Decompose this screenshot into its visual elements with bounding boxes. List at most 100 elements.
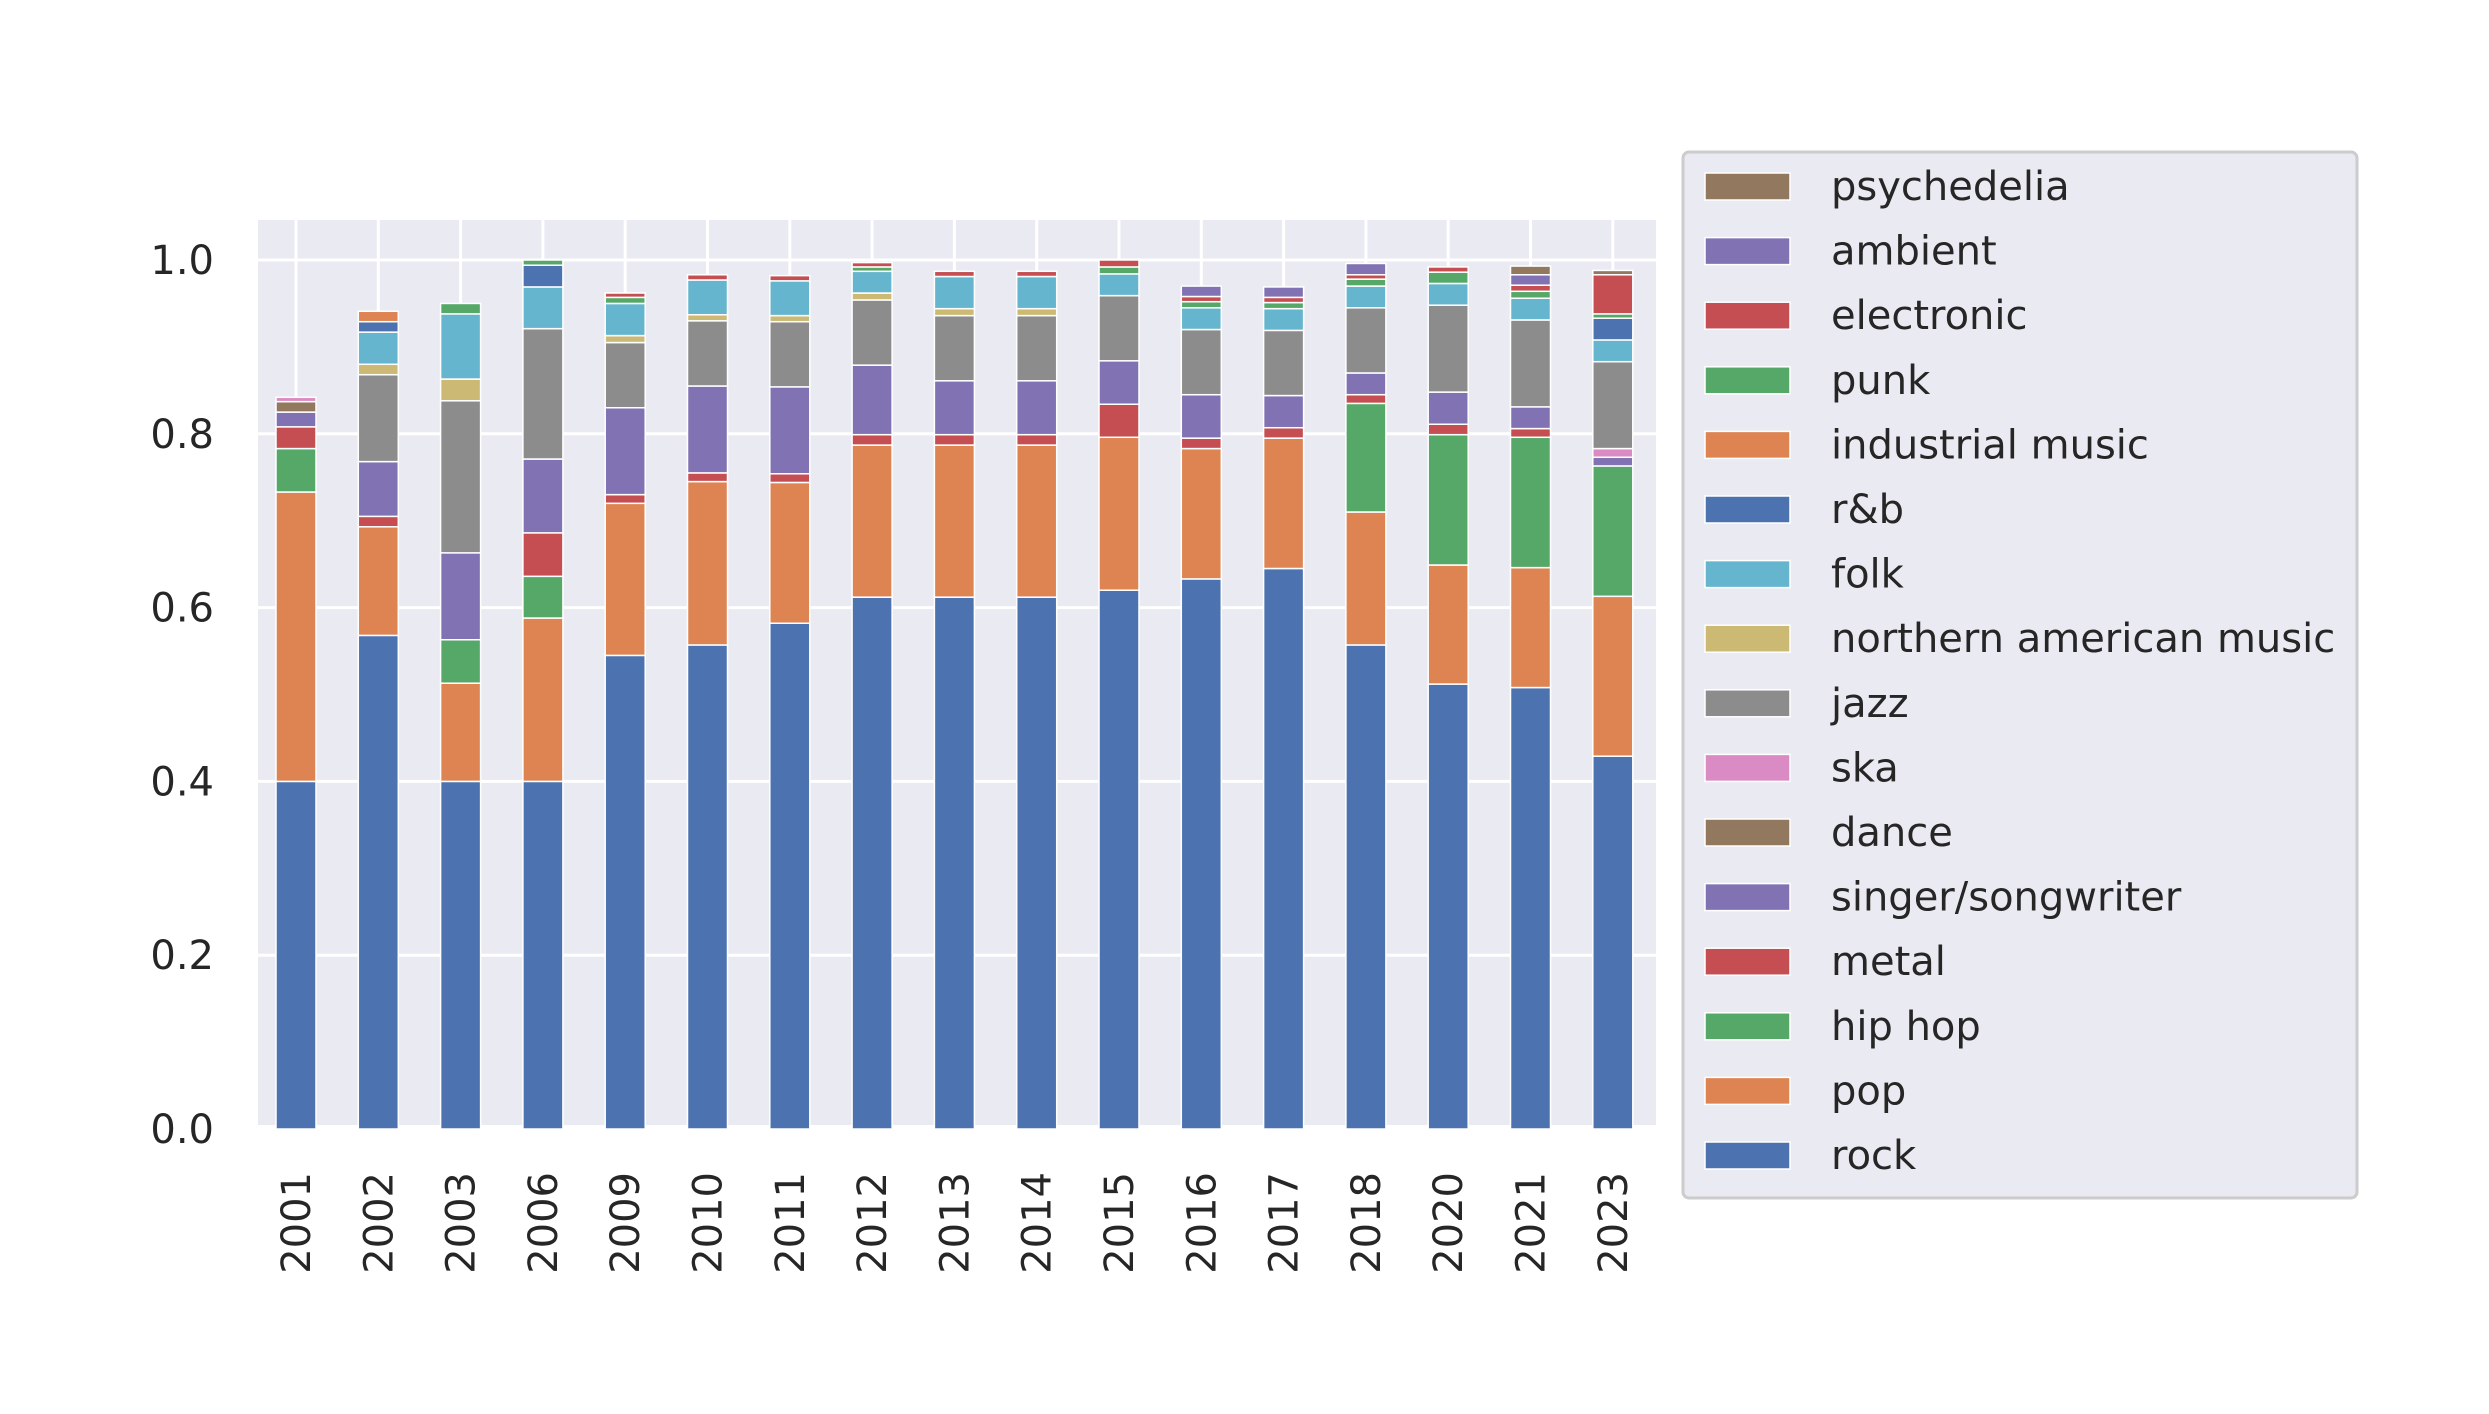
bar-segment-pop-2018 — [1345, 511, 1387, 646]
bar-segment-electronic-2010 — [686, 274, 729, 281]
bar-segment-metal-2013 — [933, 433, 976, 446]
bar-segment-jazz-2002 — [357, 373, 400, 463]
bar-segment-pop-2012 — [851, 444, 893, 598]
bar-segment-industrial-music-2002 — [357, 310, 400, 323]
bar-segment-jazz-2014 — [1015, 314, 1058, 382]
bar-segment-singer-songwriter-2020 — [1427, 391, 1469, 425]
legend-swatch — [1704, 947, 1791, 976]
bar-segment-metal-2002 — [357, 515, 400, 528]
bar-segment-rock-2001 — [275, 780, 317, 1130]
bar-segment-pop-2016 — [1180, 447, 1223, 580]
legend-label: singer/songwriter — [1831, 875, 2182, 921]
bar-segment-northern-american-music-2010 — [686, 313, 729, 322]
bar-segment-pop-2003 — [439, 682, 482, 783]
legend-label: metal — [1831, 939, 1946, 985]
legend-label: pop — [1831, 1068, 1906, 1114]
bar-segment-jazz-2016 — [1180, 328, 1223, 396]
bar-segment-pop-2001 — [275, 491, 317, 783]
bar-segment-hip-hop-2003 — [439, 639, 482, 684]
bar-segment-jazz-2010 — [686, 320, 729, 387]
x-tick-label: 2010 — [686, 1172, 732, 1274]
bar-segment-rock-2018 — [1345, 644, 1387, 1130]
bar-segment-singer-songwriter-2016 — [1180, 393, 1223, 439]
legend-label: psychedelia — [1831, 164, 2070, 210]
bar-segment-punk-2015 — [1098, 266, 1140, 275]
bar-segment-folk-2015 — [1098, 273, 1140, 297]
legend-swatch — [1704, 236, 1791, 266]
bar-segment-ambient-2016 — [1180, 285, 1223, 298]
legend-item-metal: metal — [1704, 939, 1946, 985]
legend-swatch — [1704, 430, 1791, 460]
x-tick-label: 2012 — [850, 1172, 896, 1274]
x-tick-label: 2018 — [1344, 1172, 1390, 1274]
bar-segment-electronic-2020 — [1427, 266, 1469, 273]
legend-item-dance: dance — [1704, 810, 1953, 856]
bar-segment-folk-2006 — [522, 286, 564, 330]
bars — [275, 259, 1634, 1130]
bar-segment-electronic-2016 — [1180, 295, 1223, 303]
legend-item-rock: rock — [1704, 1133, 1917, 1179]
legend-label: punk — [1831, 358, 1931, 404]
legend-label: r&b — [1831, 487, 1904, 533]
bar-segment-electronic-2023 — [1592, 274, 1634, 315]
bar-segment-electronic-2009 — [604, 292, 646, 299]
bar-segment-rock-2003 — [439, 780, 482, 1130]
bar-segment-singer-songwriter-2021 — [1509, 406, 1552, 430]
bar-segment-folk-2012 — [851, 270, 893, 294]
x-tick-label: 2001 — [274, 1172, 320, 1274]
bar-segment-pop-2006 — [522, 617, 564, 783]
bar-segment-rock-2009 — [604, 654, 646, 1130]
bar-segment-ska-2001 — [275, 396, 317, 403]
legend: psychedelia ambient electronic punk industri… — [1681, 150, 2359, 1200]
legend-swatch — [1704, 689, 1791, 718]
bar-segment-hip-hop-2018 — [1345, 402, 1387, 513]
bar-segment-metal-2011 — [769, 473, 811, 484]
bar-segment-folk-2020 — [1427, 282, 1469, 306]
bar-segment-pop-2021 — [1509, 566, 1552, 689]
legend-box — [1681, 150, 2359, 1200]
bar-segment-metal-2001 — [275, 426, 317, 450]
bar-segment-folk-2011 — [769, 280, 811, 317]
bar-segment-metal-2006 — [522, 532, 564, 578]
bar-segment-jazz-2003 — [439, 400, 482, 554]
bar-segment-folk-2016 — [1180, 307, 1223, 331]
bar-segment-psychedelia-2023 — [1592, 269, 1634, 276]
legend-label: industrial music — [1831, 422, 2149, 468]
x-tick-label: 2016 — [1179, 1172, 1225, 1274]
bar-segment-punk-2006 — [522, 259, 564, 266]
legend-label: jazz — [1830, 681, 1909, 727]
bar-segment-metal-2010 — [686, 472, 729, 483]
bar-segment-electronic-2011 — [769, 274, 811, 282]
legend-swatch — [1704, 624, 1791, 653]
bar-segment-rock-2023 — [1592, 755, 1634, 1130]
bar-segment-pop-2017 — [1262, 437, 1305, 570]
bar-segment-electronic-2014 — [1015, 270, 1058, 278]
bar-segment-jazz-2012 — [851, 299, 893, 366]
legend-swatch — [1704, 301, 1791, 330]
bar-segment-pop-2015 — [1098, 436, 1140, 591]
legend-item-ska: ska — [1704, 745, 1899, 791]
bar-segment-metal-2017 — [1262, 426, 1305, 439]
bar-segment-northern-american-music-2014 — [1015, 307, 1058, 317]
legend-label: rock — [1831, 1133, 1917, 1179]
bar-segment-metal-2016 — [1180, 437, 1223, 450]
bar-segment-rock-2013 — [933, 596, 976, 1130]
legend-label: ska — [1831, 745, 1899, 791]
bar-segment-folk-2013 — [933, 275, 976, 310]
bar-segment-psychedelia-2021 — [1509, 265, 1552, 276]
bar-segment-rock-2006 — [522, 780, 564, 1130]
legend-item-folk: folk — [1704, 552, 1905, 598]
bar-segment-folk-2018 — [1345, 285, 1387, 309]
bar-segment-pop-2010 — [686, 480, 729, 646]
y-tick-label: 0.0 — [150, 1107, 214, 1153]
bar-segment-electronic-2021 — [1509, 284, 1552, 293]
bar-segment-singer-songwriter-2011 — [769, 386, 811, 475]
x-axis-tick-labels: 2001 2002 2003 2006 2009 2010 2011 2012 2013 2014… — [274, 1172, 1637, 1274]
legend-label: dance — [1831, 810, 1953, 856]
bar-segment-northern-american-music-2002 — [357, 363, 400, 376]
legend-swatch — [1704, 882, 1791, 912]
bar-segment-punk-2017 — [1262, 301, 1305, 310]
bar-segment-electronic-2015 — [1098, 259, 1140, 268]
bar-segment-folk-2009 — [604, 302, 646, 337]
bar-segment-metal-2014 — [1015, 433, 1058, 446]
